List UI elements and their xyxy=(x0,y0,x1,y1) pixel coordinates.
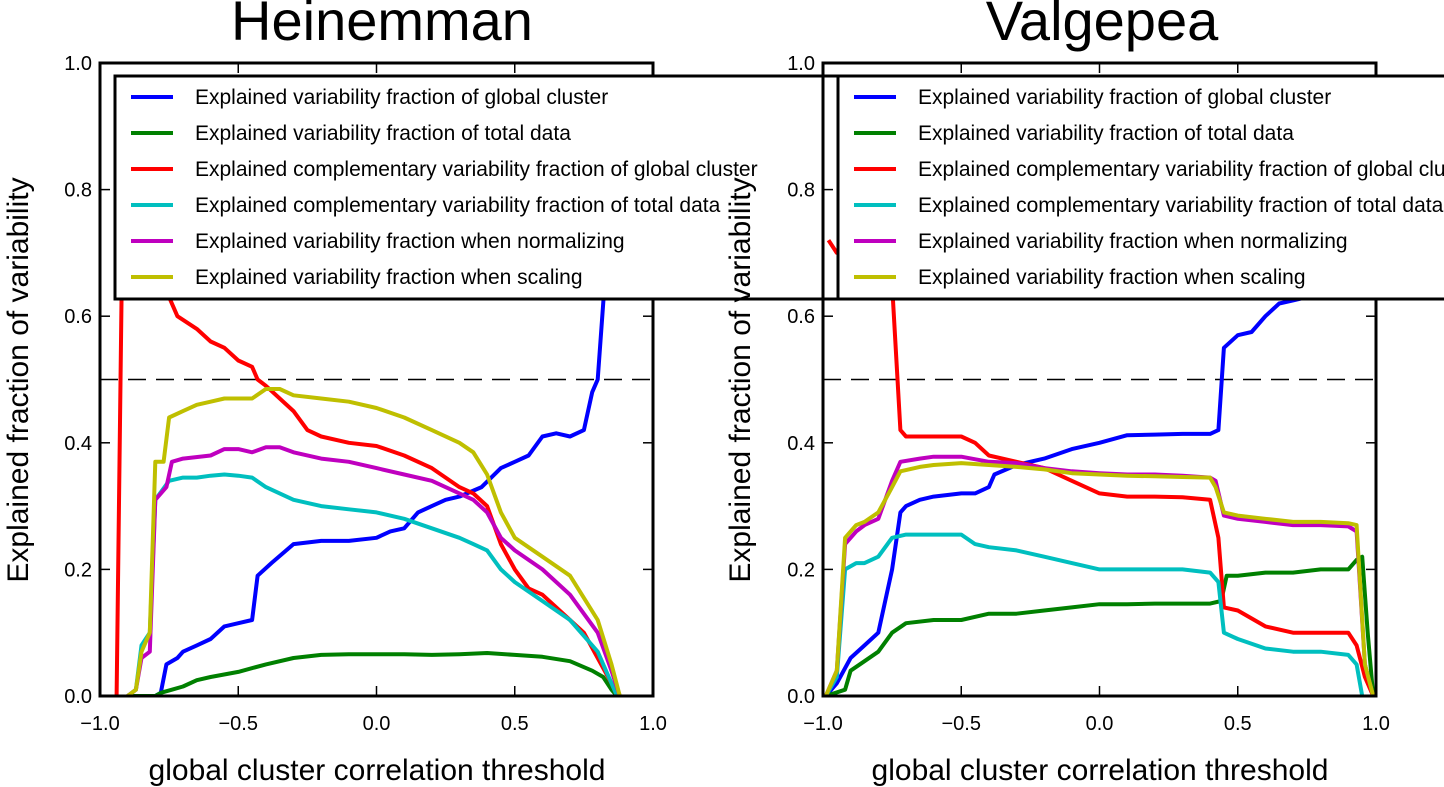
legend: Explained variability fraction of global… xyxy=(113,74,877,301)
series-line xyxy=(824,532,1365,696)
chart-title: Valgepea xyxy=(986,0,1219,52)
y-tick-label: 1.0 xyxy=(64,53,92,75)
x-tick-label: −0.5 xyxy=(219,713,258,735)
legend-entry: Explained variability fraction of global… xyxy=(918,86,1331,109)
y-tick-label: 0.4 xyxy=(787,433,815,455)
legend-entry: Explained complementary variability frac… xyxy=(918,158,1444,181)
series-line xyxy=(126,387,622,696)
series-line xyxy=(127,651,619,696)
legend-entry: Explained variability fraction of total … xyxy=(918,122,1294,145)
series-line xyxy=(826,239,1376,696)
x-tick-label: 0.5 xyxy=(1224,713,1252,735)
y-tick-label: 0.2 xyxy=(787,559,815,581)
plot-area: −1.0 −0.5 0.0 0.5 1.0 0.0 0.2 0.4 0.6 0.8 1.0 Expla… xyxy=(787,53,1444,735)
legend-entry: Explained variability fraction when norm… xyxy=(918,230,1348,253)
y-tick-label: 0.0 xyxy=(787,686,815,708)
x-tick-label: 1.0 xyxy=(1362,713,1390,735)
series-line xyxy=(825,554,1376,696)
series-line xyxy=(824,295,1308,696)
x-axis-label: global cluster correlation threshold xyxy=(872,754,1329,787)
y-axis-label: Explained fraction of variability xyxy=(724,177,757,582)
legend: Explained variability fraction of global… xyxy=(836,74,1444,301)
y-tick-label: 0.2 xyxy=(64,559,92,581)
legend-entry: Explained variability fraction when scal… xyxy=(918,266,1306,289)
series-line xyxy=(823,461,1376,696)
legend-entry: Explained variability fraction of total … xyxy=(195,122,571,145)
series-line xyxy=(126,472,619,696)
legend-entry: Explained variability fraction when scal… xyxy=(195,266,583,289)
legend-entry: Explained variability fraction of global… xyxy=(195,86,608,109)
x-tick-label: 0.0 xyxy=(363,713,391,735)
x-axis-label: global cluster correlation threshold xyxy=(149,754,606,787)
legend-entry: Explained variability fraction when norm… xyxy=(195,230,625,253)
y-tick-label: 0.0 xyxy=(64,686,92,708)
panel-valgepea: Valgepea global cluster correlation thre… xyxy=(724,0,1444,787)
x-tick-label: −1.0 xyxy=(803,713,842,735)
y-tick-label: 0.6 xyxy=(64,306,92,328)
y-tick-label: 0.6 xyxy=(787,306,815,328)
series-line xyxy=(126,445,622,696)
x-tick-label: 0.5 xyxy=(501,713,529,735)
series-line xyxy=(114,238,619,696)
legend-entry: Explained complementary variability frac… xyxy=(195,194,721,217)
legend-entry: Explained complementary variability frac… xyxy=(918,194,1444,217)
panel-heinemman: Heinemman global cluster correlation thr… xyxy=(2,0,877,787)
plot-area: −1.0 −0.5 0.0 0.5 1.0 0.0 0.2 0.4 0.6 0.8 1.0 Expla… xyxy=(64,53,877,735)
x-tick-label: 0.0 xyxy=(1086,713,1114,735)
y-tick-label: 0.4 xyxy=(64,433,92,455)
x-tick-label: −0.5 xyxy=(942,713,981,735)
chart-title: Heinemman xyxy=(231,0,533,52)
x-tick-label: −1.0 xyxy=(80,713,119,735)
y-axis-label: Explained fraction of variability xyxy=(2,177,35,582)
y-tick-label: 0.8 xyxy=(787,180,815,202)
x-tick-label: 1.0 xyxy=(639,713,667,735)
series-line xyxy=(127,265,608,696)
legend-entry: Explained complementary variability frac… xyxy=(195,158,758,181)
y-tick-label: 1.0 xyxy=(787,53,815,75)
y-tick-label: 0.8 xyxy=(64,180,92,202)
